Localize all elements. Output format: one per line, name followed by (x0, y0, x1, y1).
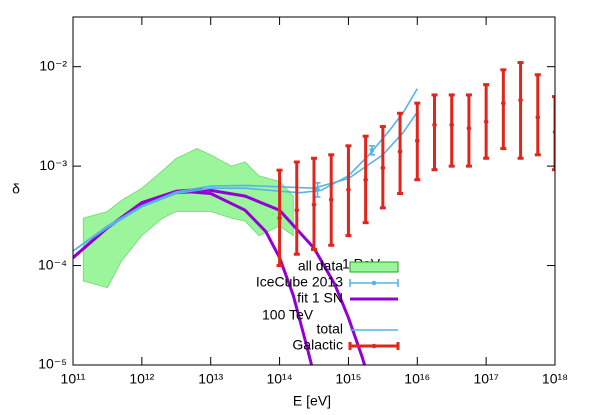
data-point (311, 202, 317, 207)
y-tick-label: 10⁻³ (39, 157, 67, 173)
legend-swatch (371, 343, 377, 349)
x-tick-label: 10¹⁷ (473, 371, 498, 387)
legend-label: all data (298, 258, 343, 274)
data-point (363, 177, 368, 183)
data-point (277, 215, 282, 221)
x-tick-label: 10¹⁶ (404, 371, 430, 387)
data-point (449, 122, 455, 128)
plot-area (73, 61, 555, 365)
legend-label: IceCube 2013 (256, 274, 343, 290)
data-point (397, 149, 403, 154)
x-axis-label: E [eV] (293, 393, 331, 409)
data-point (294, 207, 300, 213)
data-point (535, 114, 541, 120)
x-tick-label: 10¹³ (198, 371, 223, 387)
x-tick-label: 10¹² (129, 371, 154, 387)
x-tick-label: 10¹⁴ (266, 371, 292, 387)
legend-label: fit 1 SN (297, 290, 343, 306)
data-point (346, 187, 351, 192)
legend-swatch (349, 261, 399, 273)
y-tick-label: 10⁻⁵ (38, 356, 67, 372)
x-tick-label: 10¹⁸ (542, 371, 568, 387)
data-point (552, 129, 555, 135)
legend-label: Galactic (292, 337, 343, 353)
data-point (328, 197, 334, 202)
data-point (518, 97, 523, 103)
data-point (414, 138, 420, 144)
y-tick-label: 10⁻² (39, 57, 67, 73)
legend-swatch (371, 280, 377, 286)
x-tick-label: 10¹⁵ (335, 371, 361, 387)
y-axis-label: δ (12, 181, 20, 197)
curve (73, 188, 367, 365)
data-point (501, 100, 506, 106)
curve (73, 111, 418, 252)
data-point (380, 165, 386, 171)
x-tick-label: 10¹¹ (61, 371, 86, 387)
data-point (432, 122, 437, 128)
curve (73, 88, 418, 252)
legend-label: total (317, 321, 343, 337)
y-tick-label: 10⁻⁴ (38, 256, 67, 272)
frame (72, 16, 556, 366)
annotation: 100 TeV (262, 307, 314, 323)
data-point (466, 126, 472, 131)
data-point (483, 119, 489, 124)
band (82, 148, 294, 289)
